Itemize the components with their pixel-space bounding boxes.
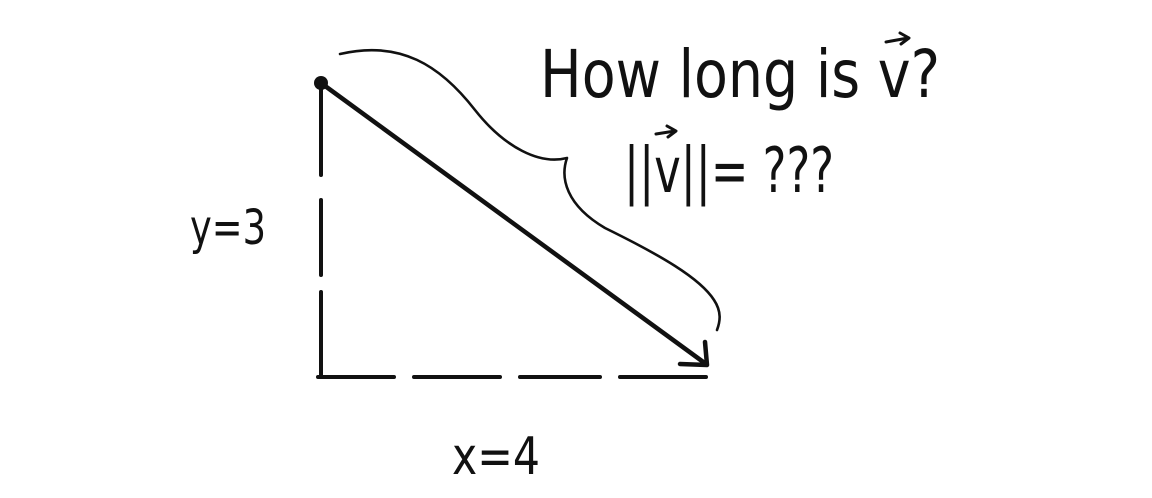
question-text: How long is v?	[540, 36, 940, 113]
y-component-label: y=3	[190, 200, 266, 256]
vector-arrow	[314, 76, 710, 368]
vector-accent-arrow-norm	[654, 124, 678, 139]
arrowhead	[677, 339, 710, 368]
curly-brace	[338, 48, 721, 332]
vector-accent-arrow-question	[884, 31, 911, 46]
norm-expression-text: ||v||= ???	[624, 134, 834, 208]
x-component-label: x=4	[452, 427, 540, 487]
